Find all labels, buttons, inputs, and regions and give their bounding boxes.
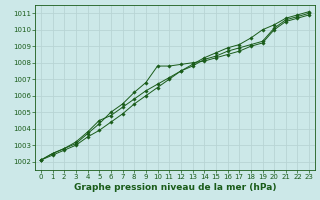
X-axis label: Graphe pression niveau de la mer (hPa): Graphe pression niveau de la mer (hPa) [74,183,276,192]
